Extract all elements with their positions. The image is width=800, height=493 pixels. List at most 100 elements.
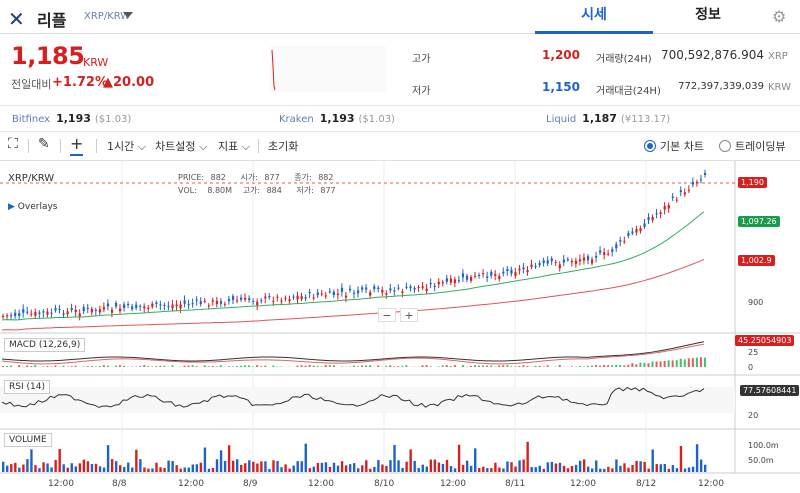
x-axis-label: 8/8 [112,479,127,489]
coin-pair[interactable]: XRP/KRW [84,11,131,22]
pencil-icon[interactable]: ✎ [38,136,50,152]
macd-bar [98,366,101,367]
volume-bar [474,448,477,472]
macd-signal-line [1,343,705,365]
candle [679,190,682,192]
macd-bar [389,365,392,367]
candle [607,253,610,255]
coin-name[interactable]: 리플 [37,11,67,30]
gear-icon[interactable]: ⚙ [772,7,787,26]
ohlc-open-label: 시가: [240,173,258,182]
candle [94,309,97,311]
volume-bar [14,462,17,472]
candle [675,199,678,201]
crosshair-icon[interactable]: + [70,134,84,156]
chart-settings-dropdown[interactable]: 차트설정 ⌵ [155,140,208,153]
macd-bar [655,361,658,367]
macd-bar [296,365,299,367]
zoom-in-button[interactable]: + [400,308,418,322]
overlays-toggle[interactable]: ▶ Overlays [8,202,57,212]
interval-dropdown[interactable]: 1시간 ⌵ [107,140,147,153]
candle [703,173,707,175]
macd-bar [570,366,573,367]
candle [179,304,182,309]
volume-pane [2,441,707,472]
volume-bar [490,468,493,472]
ohlc-close: 882 [318,173,334,182]
sparkline-svg [271,49,276,91]
candle [365,287,368,290]
volume-bar [405,461,408,472]
macd-bar [490,365,493,367]
macd-bar [183,365,186,367]
candle [582,257,586,261]
volume-bar [413,460,416,472]
macd-bar [211,366,214,367]
play-icon: ▶ [8,202,15,212]
candle [357,290,360,294]
candle [437,281,440,285]
candle [619,240,622,242]
divider [60,139,61,153]
volume-bar [171,461,174,472]
volume-bar [691,466,695,472]
candle [155,302,158,305]
candle [167,306,170,308]
exchange-kraken[interactable]: Kraken 1,193 ($1.03) [279,112,395,125]
exchange-liquid[interactable]: Liquid 1,187 (¥113.17) [546,112,670,125]
chart-canvas[interactable] [0,161,800,493]
candle [469,276,473,281]
candle [566,259,569,261]
macd-bar [603,365,606,367]
zoom-out-button[interactable]: − [378,308,396,322]
indicators-dropdown[interactable]: 지표 ⌵ [218,140,251,153]
rsi-value-tag: 77.57608441 [740,385,800,396]
tab-info[interactable]: 정보 [695,7,721,23]
macd-bar [683,359,686,367]
price-chart[interactable]: XRP/KRW ▶ Overlays PRICE: 882 시가: 877 종가… [0,161,800,493]
last-price-tag: 1,190 [738,177,767,188]
candles [2,169,707,321]
macd-bar [231,366,234,367]
candle [461,273,465,278]
macd-bar [352,365,355,367]
basic-chart-radio[interactable] [644,140,656,152]
reset-button[interactable]: 초기화 [268,140,299,153]
volume-bar [155,462,158,472]
tradingview-label[interactable]: 트레이딩뷰 [735,140,786,153]
volume-bar [304,443,307,472]
chevron-down-icon[interactable] [123,12,133,18]
volume-bar [381,464,384,472]
volume-bar [514,466,517,472]
volume-bar [227,445,231,472]
macd-bar [195,366,198,367]
candle [183,300,186,304]
volume-bar [357,468,360,472]
volume-bar [296,461,299,472]
candle [98,309,102,313]
basic-chart-label[interactable]: 기본 차트 [660,140,704,153]
macd-bar [510,366,513,367]
candle [490,271,493,276]
candle [18,313,21,316]
macd-bar [308,365,311,367]
tradingview-radio[interactable] [719,140,731,152]
volume-bar [252,461,255,472]
candle [639,228,642,232]
macd-bar [687,358,690,367]
candle [139,306,142,308]
volume-bar [82,459,86,472]
volume-bar [135,449,138,472]
fullscreen-icon[interactable]: ⛶ [8,136,18,152]
tab-market[interactable]: 시세 [535,0,653,34]
volume-bar [671,465,675,472]
exchange-bitfinex[interactable]: Bitfinex 1,193 ($1.03) [12,112,131,125]
low-label: 저가 [412,86,431,97]
candle [695,182,699,184]
candle [296,295,299,300]
candle [187,303,190,305]
volume-bar [566,468,570,472]
macd-bar [62,365,65,367]
candle [195,299,198,301]
candle [58,308,61,310]
